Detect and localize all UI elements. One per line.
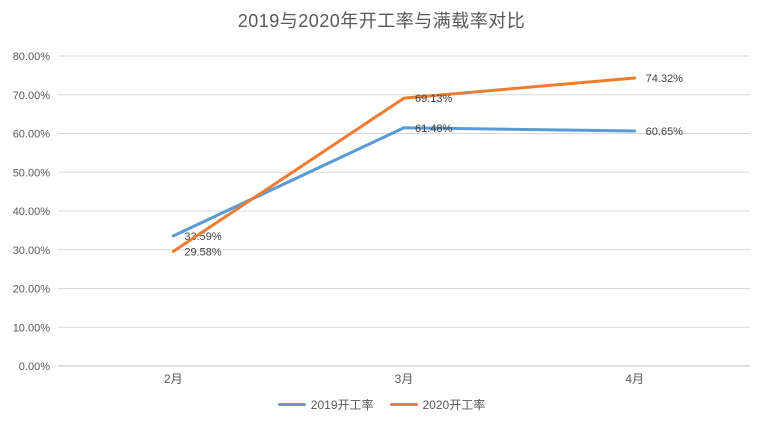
data-label: 33.59% xyxy=(184,231,222,243)
legend-label: 2019开工率 xyxy=(310,398,374,412)
legend-label: 2020开工率 xyxy=(422,398,486,412)
legend-line-marker xyxy=(389,403,418,406)
y-tick-label: 10.00% xyxy=(13,322,51,334)
chart-title: 2019与2020年开工率与满载率对比 xyxy=(237,11,526,31)
y-tick-label: 40.00% xyxy=(13,206,51,218)
y-tick-label: 70.00% xyxy=(13,90,51,102)
legend: 2019开工率 2020开工率 xyxy=(0,396,763,413)
x-tick-label: 2月 xyxy=(164,372,183,386)
data-label: 74.32% xyxy=(646,73,684,85)
y-tick-label: 50.00% xyxy=(13,167,51,179)
y-tick-label: 20.00% xyxy=(13,284,51,296)
legend-line-marker xyxy=(277,403,306,406)
y-tick-label: 80.00% xyxy=(13,51,51,63)
x-tick-label: 3月 xyxy=(395,372,414,386)
series-line-0 xyxy=(171,126,637,238)
legend-item-1: 2020开工率 xyxy=(389,396,486,413)
y-tick-label: 60.00% xyxy=(13,129,51,141)
y-tick-label: 30.00% xyxy=(13,245,51,257)
legend-item-0: 2019开工率 xyxy=(277,396,374,413)
data-label: 69.13% xyxy=(415,93,453,105)
data-label: 61.48% xyxy=(415,123,453,135)
series-line-1 xyxy=(171,76,637,253)
x-tick-label: 4月 xyxy=(625,372,644,386)
data-label: 60.65% xyxy=(646,126,684,138)
data-label: 29.58% xyxy=(184,246,222,258)
y-tick-label: 0.00% xyxy=(19,361,50,373)
